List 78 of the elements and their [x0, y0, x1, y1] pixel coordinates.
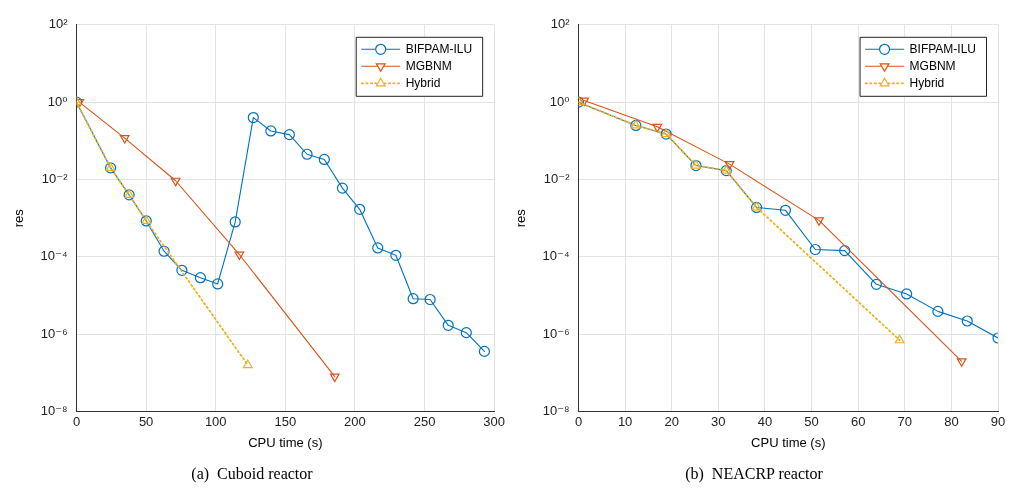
- y-tick-label: 10⁰: [549, 93, 570, 109]
- y-tick-label: 10⁻⁶: [542, 325, 570, 341]
- legend-label: MGBNM: [909, 58, 956, 73]
- point: [354, 203, 366, 215]
- point: [424, 293, 436, 306]
- x-tick-label: 100: [204, 413, 227, 429]
- point: [194, 272, 207, 284]
- x-tick-label: 60: [850, 413, 866, 429]
- y-tick-label: 10⁻⁴: [40, 248, 68, 264]
- x-tick-label: 0: [72, 413, 81, 429]
- y-tick-label: 10⁻²: [41, 171, 69, 187]
- y-tick-label: 10⁻⁸: [542, 403, 570, 419]
- point: [372, 242, 384, 254]
- point: [956, 358, 967, 367]
- point: [170, 177, 181, 187]
- point: [839, 245, 851, 257]
- x-tick-label: 300: [483, 413, 506, 429]
- point: [724, 161, 735, 170]
- point: [870, 278, 882, 290]
- point: [242, 359, 253, 369]
- y-tick-label: 10⁻⁸: [40, 403, 68, 419]
- point: [247, 111, 259, 124]
- y-tick-label: 10⁻²: [543, 171, 571, 187]
- point: [478, 345, 491, 357]
- point: [894, 334, 905, 344]
- point: [229, 216, 241, 228]
- x-tick-label: 50: [138, 413, 154, 429]
- text: (b) NEACRP reactor: [685, 464, 824, 483]
- y-axis-title: res: [513, 208, 529, 228]
- y-tick-label: 10⁻⁶: [40, 325, 68, 341]
- point: [234, 251, 245, 261]
- point: [283, 129, 295, 141]
- y-tick-label: 10²: [550, 16, 571, 32]
- point: [336, 182, 349, 194]
- point: [318, 153, 330, 166]
- point: [961, 315, 973, 327]
- point: [442, 319, 454, 331]
- x-tick-label: 200: [344, 413, 366, 429]
- legend-label: Hybrid: [909, 75, 945, 90]
- y-tick-label: 10²: [48, 16, 69, 32]
- point: [212, 278, 224, 290]
- y-tick-label: 10⁰: [47, 93, 68, 109]
- point: [932, 305, 944, 317]
- point: [809, 243, 821, 256]
- y-axis-title: res: [11, 208, 27, 228]
- point: [301, 148, 313, 160]
- legend-label: Hybrid: [405, 75, 441, 90]
- point: [158, 245, 170, 257]
- x-tick-label: 250: [413, 413, 436, 429]
- point: [265, 125, 277, 137]
- x-tick-label: 70: [897, 413, 913, 429]
- x-tick-label: 40: [757, 413, 773, 429]
- x-tick-label: 80: [944, 413, 959, 429]
- x-tick-label: 50: [804, 413, 819, 429]
- x-axis-title: CPU time (s): [248, 434, 323, 450]
- point: [119, 134, 130, 144]
- legend-label: BIFPAM-ILU: [405, 41, 473, 56]
- x-tick-label: 90: [990, 413, 1006, 429]
- x-tick-label: 150: [274, 413, 297, 429]
- point: [329, 373, 340, 383]
- x-tick-label: 0: [574, 413, 583, 429]
- point: [460, 327, 472, 339]
- point: [176, 264, 188, 276]
- point: [901, 288, 913, 300]
- y-tick-label: 10⁻⁴: [542, 248, 570, 264]
- text: (a) Cuboid reactor: [191, 464, 314, 483]
- x-tick-label: 20: [664, 413, 679, 429]
- x-axis-title: CPU time (s): [751, 434, 826, 450]
- point: [407, 293, 419, 305]
- point: [652, 123, 663, 133]
- point: [390, 249, 402, 261]
- point: [779, 204, 792, 216]
- legend-label: MGBNM: [405, 58, 452, 73]
- x-tick-label: 30: [711, 413, 726, 429]
- point: [814, 217, 824, 226]
- legend-label: BIFPAM-ILU: [909, 41, 976, 56]
- point: [579, 97, 590, 107]
- x-tick-label: 10: [617, 413, 633, 429]
